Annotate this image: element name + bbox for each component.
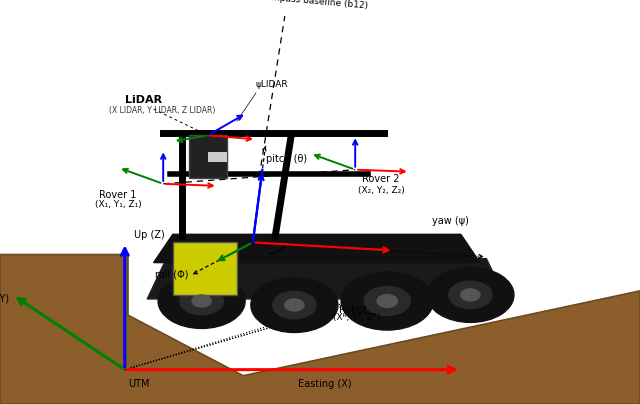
Text: (X₁, Y₁, Z₁): (X₁, Y₁, Z₁) bbox=[95, 200, 141, 209]
Text: (Xᴿ, Yᴿ, Zᴿ): (Xᴿ, Yᴿ, Zᴿ) bbox=[333, 313, 380, 322]
Text: (X LIDAR, Y LIDAR, Z LIDAR): (X LIDAR, Y LIDAR, Z LIDAR) bbox=[109, 106, 215, 115]
Text: Compass baseline (b12): Compass baseline (b12) bbox=[259, 0, 368, 10]
Text: ψLIDAR: ψLIDAR bbox=[256, 80, 289, 89]
Circle shape bbox=[341, 272, 433, 330]
Text: UTM: UTM bbox=[128, 379, 150, 389]
Text: Easting (X): Easting (X) bbox=[298, 379, 351, 389]
Circle shape bbox=[427, 267, 514, 322]
Polygon shape bbox=[189, 135, 227, 178]
Polygon shape bbox=[208, 152, 227, 162]
Circle shape bbox=[273, 291, 316, 319]
Circle shape bbox=[285, 299, 304, 311]
Circle shape bbox=[364, 286, 410, 316]
Polygon shape bbox=[147, 259, 506, 299]
Polygon shape bbox=[154, 234, 480, 263]
Circle shape bbox=[251, 278, 338, 332]
Text: yaw (ψ): yaw (ψ) bbox=[432, 216, 469, 226]
Circle shape bbox=[461, 289, 480, 301]
Circle shape bbox=[180, 287, 223, 315]
Text: roll (Φ): roll (Φ) bbox=[156, 270, 189, 280]
Text: LiDAR: LiDAR bbox=[125, 95, 162, 105]
Text: Rover 1: Rover 1 bbox=[99, 190, 136, 200]
Polygon shape bbox=[0, 255, 640, 404]
Polygon shape bbox=[173, 242, 237, 295]
Circle shape bbox=[158, 274, 245, 328]
Text: Robot: Robot bbox=[339, 305, 367, 315]
Text: Northing (Y): Northing (Y) bbox=[0, 294, 10, 304]
Text: pitch (θ): pitch (θ) bbox=[266, 154, 307, 164]
Circle shape bbox=[449, 281, 492, 309]
Circle shape bbox=[192, 295, 211, 307]
Text: Up (Z): Up (Z) bbox=[134, 230, 165, 240]
Text: Rover 2: Rover 2 bbox=[362, 174, 399, 184]
Circle shape bbox=[377, 295, 397, 307]
Text: (X₂, Y₂, Z₂): (X₂, Y₂, Z₂) bbox=[358, 186, 405, 195]
